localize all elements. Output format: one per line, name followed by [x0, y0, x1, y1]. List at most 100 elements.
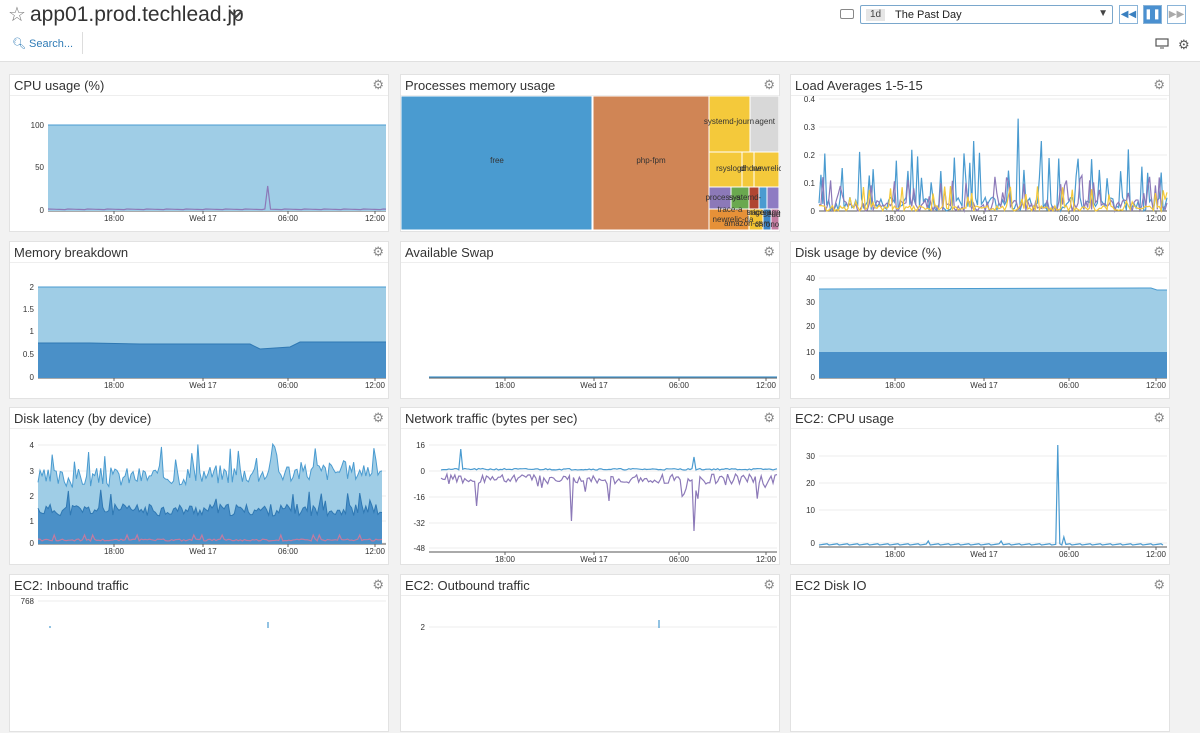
- divider: [10, 428, 388, 429]
- time-forward-button[interactable]: ▶▶: [1167, 5, 1186, 24]
- gear-icon[interactable]: ⚙: [763, 410, 775, 425]
- network-in-series: [440, 448, 778, 471]
- treemap-cell[interactable]: [708, 151, 743, 188]
- treemap-cell[interactable]: [766, 186, 780, 210]
- x-tick-label: 18:00: [495, 555, 516, 564]
- treemap-cell[interactable]: [401, 96, 593, 231]
- y-tick-label: 0.3: [804, 123, 816, 132]
- y-tick-label: 0.5: [23, 350, 35, 359]
- gear-icon[interactable]: ⚙: [763, 77, 775, 92]
- x-tick-label: 06:00: [278, 214, 299, 223]
- y-tick-label: 1: [30, 517, 35, 526]
- divider: [10, 262, 388, 263]
- x-tick-label: 12:00: [365, 547, 386, 556]
- tv-icon[interactable]: [1155, 38, 1169, 49]
- x-tick-label: Wed 17: [189, 547, 217, 556]
- treemap-label: systemd-journ: [704, 117, 754, 126]
- y-tick-label: 0: [811, 373, 816, 382]
- chart-area: 18:00 Wed 17 06:00 12:00: [429, 376, 777, 390]
- search-link[interactable]: 🔍︎ Search...: [12, 38, 74, 50]
- divider: [10, 95, 388, 96]
- search-icon: 🔍︎: [12, 38, 30, 50]
- widget-title: Disk latency (by device): [14, 411, 152, 426]
- treemap-label: newrelic-: [753, 164, 781, 173]
- treemap-cell[interactable]: [770, 208, 780, 231]
- gear-icon[interactable]: ⚙: [1153, 410, 1165, 425]
- y-tick-label: 10: [806, 506, 815, 515]
- widget-10: EC2: Outbound traffic ⚙ 2: [400, 574, 780, 732]
- cpu-area-series: [48, 125, 386, 211]
- divider: [791, 262, 1169, 263]
- divider: [10, 595, 388, 596]
- x-tick-label: 06:00: [669, 381, 690, 390]
- y-tick-label: 0.4: [804, 96, 816, 104]
- y-tick-label: -16: [413, 493, 425, 502]
- widget-title: Available Swap: [405, 245, 494, 260]
- gear-icon[interactable]: ⚙: [372, 77, 384, 92]
- treemap-label: process-a: [705, 193, 741, 202]
- widget-title: Disk usage by device (%): [795, 245, 942, 260]
- y-tick-label: 0: [811, 207, 816, 216]
- star-icon[interactable]: ☆: [8, 4, 26, 26]
- x-tick-label: 18:00: [885, 550, 906, 559]
- widget-title: EC2: Inbound traffic: [14, 578, 129, 593]
- treemap-label: newrelic-da: [713, 215, 754, 224]
- divider: [82, 32, 83, 54]
- y-tick-label: 40: [806, 274, 815, 283]
- gear-icon[interactable]: ⚙: [1153, 577, 1165, 592]
- treemap-label: rsyslogd: [716, 164, 746, 173]
- y-tick-label: 20: [806, 322, 815, 331]
- gear-icon[interactable]: ⚙: [763, 244, 775, 259]
- keyboard-icon[interactable]: [840, 9, 854, 19]
- widget-7: Network traffic (bytes per sec) ⚙ 16 0 -16 -3…: [400, 407, 780, 565]
- time-back-button[interactable]: ◀◀: [1119, 5, 1138, 24]
- y-tick-label: 2: [30, 492, 35, 501]
- widget-1: Processes memory usage ⚙ free php-fpm system…: [400, 74, 781, 232]
- y-tick-label: 3: [30, 467, 35, 476]
- divider: [791, 428, 1169, 429]
- y-tick-label: 0: [811, 539, 816, 548]
- gear-icon[interactable]: ⚙: [372, 244, 384, 259]
- gear-icon[interactable]: ⚙: [1178, 37, 1190, 52]
- caret-down-icon: ▼: [1098, 8, 1108, 19]
- x-tick-label: 12:00: [1146, 381, 1167, 390]
- treemap-label: dhdwr: [740, 164, 762, 173]
- x-tick-label: Wed 17: [189, 381, 217, 390]
- time-range-select[interactable]: 1d The Past Day ▼: [860, 5, 1113, 24]
- x-tick-label: Wed 17: [970, 550, 998, 559]
- divider: [401, 595, 779, 596]
- x-tick-label: 12:00: [1146, 214, 1167, 223]
- host-title: app01.prod.techlead.jp: [30, 3, 244, 26]
- chart-area: 0.4 0.3 0.2 0.1 0 18:00 Wed 17 06:00 12:00: [804, 96, 1168, 223]
- x-tick-label: 06:00: [278, 381, 299, 390]
- divider: [791, 95, 1169, 96]
- treemap-label: sendr: [763, 210, 781, 219]
- treemap-cell[interactable]: [749, 96, 780, 153]
- cpu-system-series: [47, 185, 387, 211]
- x-tick-label: 18:00: [104, 214, 125, 223]
- chart-area: 2 1.5 1 0.5 0 18:00 Wed 17 06:00 12:00: [23, 283, 386, 390]
- x-tick-label: 06:00: [1059, 550, 1080, 559]
- gear-icon[interactable]: ⚙: [1153, 244, 1165, 259]
- treemap-label: free: [490, 156, 504, 165]
- x-tick-label: Wed 17: [970, 214, 998, 223]
- chart-area: 40 30 20 10 0 18:00 Wed 17 06:00 12:00: [806, 274, 1167, 390]
- gear-icon[interactable]: ⚙: [372, 410, 384, 425]
- widget-4: Available Swap ⚙ 18:00 Wed 17 06:00 12:00: [400, 241, 780, 399]
- chevron-down-icon[interactable]: [228, 4, 244, 24]
- treemap-cell[interactable]: [592, 96, 710, 231]
- gear-icon[interactable]: ⚙: [372, 577, 384, 592]
- treemap-label: chrono: [755, 220, 780, 229]
- gear-icon[interactable]: ⚙: [763, 577, 775, 592]
- time-pause-button[interactable]: ❚❚: [1143, 5, 1162, 24]
- widget-0: CPU usage (%) ⚙ 100 50 0 18:00 Wed 17 06:00 12:0…: [9, 74, 389, 232]
- treemap-label: srigenr: [747, 208, 772, 217]
- gear-icon[interactable]: ⚙: [1153, 77, 1165, 92]
- dashboard-header: ☆ app01.prod.techlead.jp 🔍︎ Search... 1d…: [0, 0, 1200, 62]
- widget-title: Load Averages 1-5-15: [795, 78, 923, 93]
- x-tick-label: 18:00: [495, 381, 516, 390]
- y-tick-label: 10: [806, 348, 815, 357]
- disk-latency-device-series: [38, 489, 382, 544]
- time-range-label: The Past Day: [895, 9, 962, 21]
- memory-used-series: [38, 342, 386, 378]
